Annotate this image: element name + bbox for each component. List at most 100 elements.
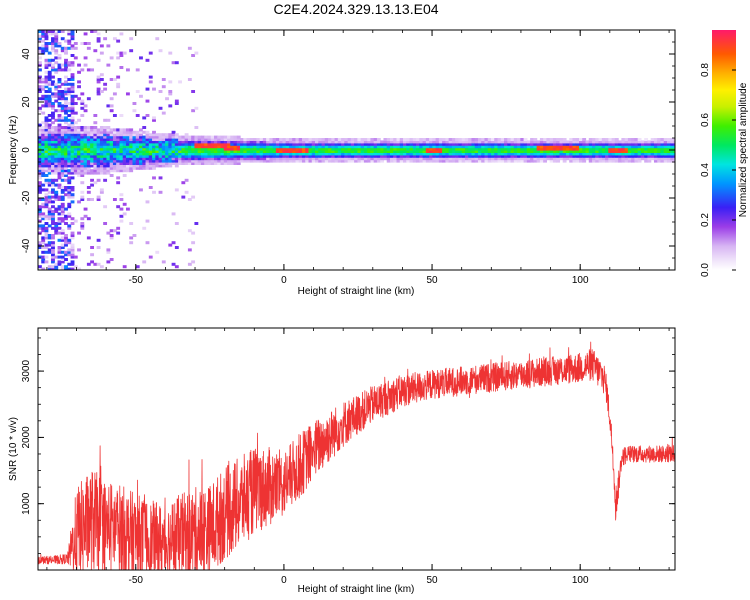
heatmap-cell-2179 — [386, 138, 391, 141]
heatmap-cell-2891 — [624, 159, 629, 163]
heatmap-cell-307 — [51, 106, 55, 110]
heatmap-cell-1533 — [191, 231, 196, 235]
heatmap-cell-1046 — [109, 133, 114, 137]
heatmap-cell-263 — [51, 246, 55, 249]
heatmap-cell-149 — [44, 157, 49, 161]
heatmap-cell-1904 — [298, 154, 303, 158]
heatmap-cell-376 — [54, 51, 59, 55]
heatmap-cell-1274 — [142, 140, 147, 144]
heatmap-cell-833 — [86, 166, 91, 170]
heatmap-cell-2228 — [403, 140, 407, 144]
heatmap-cell-130 — [44, 226, 49, 230]
heatmap-cell-1195 — [129, 138, 134, 141]
heatmap-cell-805 — [83, 157, 88, 161]
heatmap-cell-558 — [64, 92, 68, 96]
heatmap-cell-102 — [41, 128, 46, 132]
heatmap-cell-948 — [99, 166, 104, 170]
heatmap-cell-157 — [44, 138, 49, 141]
heatmap-cell-1070 — [112, 135, 117, 139]
heatmap-cell-483 — [60, 147, 65, 151]
heatmap-cell-1002 — [106, 171, 111, 175]
heatmap-cell-743 — [77, 152, 81, 156]
heatmap-cell-1682 — [227, 142, 231, 146]
heatmap-cell-1623 — [210, 140, 215, 144]
heatmap-cell-1076 — [112, 78, 117, 81]
heatmap-cell-694 — [70, 46, 75, 50]
heatmap-cell-2178 — [386, 140, 391, 144]
heatmap-cell-1746 — [246, 150, 251, 153]
heatmap-cell-2174 — [386, 150, 391, 153]
heatmap-cell-1019 — [106, 130, 111, 134]
heatmap-cell-452 — [60, 250, 65, 254]
heatmap-cell-1268 — [142, 154, 147, 158]
heatmap-cell-1143 — [122, 159, 127, 163]
heatmap-cell-215 — [47, 164, 52, 168]
heatmap-cell-1249 — [139, 150, 143, 153]
heatmap-cell-2739 — [572, 147, 577, 151]
heatmap-cell-1970 — [318, 140, 323, 144]
heatmap-cell-153 — [44, 147, 49, 151]
heatmap-cell-2236 — [406, 145, 411, 149]
heatmap-cell-453 — [60, 246, 65, 249]
heatmap-cell-411 — [57, 157, 62, 161]
heatmap-cell-50 — [38, 78, 42, 81]
heatmap-cell-2746 — [575, 154, 580, 158]
heatmap-cell-2003 — [331, 157, 336, 161]
heatmap-cell-2999 — [660, 154, 665, 158]
heatmap-cell-1685 — [227, 135, 231, 139]
heatmap-cell-2392 — [458, 154, 463, 158]
heatmap-cell-124 — [44, 246, 49, 249]
heatmap-cell-1162 — [125, 162, 130, 165]
heatmap-cell-988 — [103, 138, 108, 141]
heatmap-cell-1287 — [145, 157, 150, 161]
heatmap-cell-47 — [38, 87, 42, 91]
heatmap-cell-2188 — [389, 140, 394, 144]
heatmap-cell-2400 — [461, 159, 466, 163]
heatmap-cell-2590 — [523, 159, 528, 163]
heatmap-cell-883 — [93, 181, 98, 185]
snr-y-tick-label: 1000 — [21, 492, 32, 515]
heatmap-cell-351 — [54, 154, 59, 158]
heatmap-cell-1384 — [161, 154, 166, 158]
heatmap-cell-2336 — [438, 145, 443, 149]
heatmap-cell-1188 — [129, 154, 134, 158]
heatmap-cell-8 — [38, 219, 42, 223]
heatmap-cell-1104 — [116, 56, 121, 60]
heatmap-cell-1306 — [148, 164, 153, 168]
heatmap-cell-2325 — [435, 147, 440, 151]
heatmap-cell-1807 — [266, 147, 270, 151]
heatmap-cell-395 — [57, 217, 62, 221]
heatmap-cell-2865 — [614, 152, 619, 156]
heatmap-cell-960 — [99, 138, 104, 141]
heatmap-cell-1844 — [279, 154, 284, 158]
heatmap-cell-1223 — [135, 164, 140, 168]
heatmap-cell-1525 — [187, 142, 192, 146]
heatmap-cell-2564 — [513, 150, 518, 153]
heatmap-cell-1132 — [119, 54, 124, 57]
heatmap-cell-1013 — [106, 145, 111, 149]
heatmap-cell-2498 — [491, 140, 495, 144]
heatmap-cell-2522 — [500, 154, 505, 158]
heatmap-cell-1488 — [181, 157, 186, 161]
heatmap-cell-2550 — [510, 159, 515, 163]
heatmap-cell-2620 — [533, 157, 538, 161]
heatmap-cell-1145 — [122, 154, 127, 158]
heatmap-cell-1800 — [262, 140, 267, 144]
colorbar-label: Normalized spectral amplitude — [738, 82, 749, 217]
heatmap-cell-1791 — [259, 138, 264, 141]
spectrogram-cells — [38, 30, 675, 270]
heatmap-cell-717 — [73, 138, 78, 141]
heatmap-cell-591 — [67, 181, 72, 185]
heatmap-cell-2692 — [556, 147, 561, 151]
heatmap-cell-430 — [57, 104, 62, 108]
heatmap-cell-2273 — [419, 152, 424, 156]
heatmap-cell-1934 — [308, 154, 313, 158]
heatmap-cell-711 — [73, 152, 78, 156]
heatmap-cell-431 — [57, 102, 62, 105]
heatmap-cell-337 — [54, 207, 59, 211]
spectrogram-y-tick-label: 0 — [21, 147, 32, 153]
heatmap-cell-2536 — [504, 145, 508, 149]
heatmap-cell-1045 — [109, 135, 114, 139]
heatmap-cell-17 — [38, 186, 42, 189]
heatmap-cell-1516 — [187, 198, 192, 201]
